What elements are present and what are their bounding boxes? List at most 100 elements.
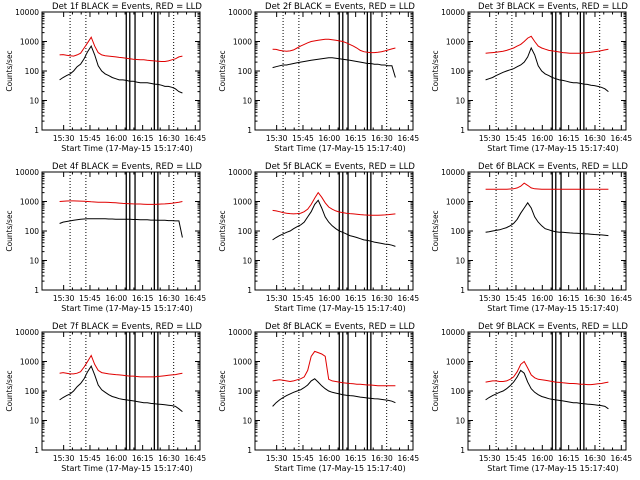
- x-axis-label: Start Time (17-May-15 15:17:40): [274, 304, 405, 313]
- x-tick-label: 16:15: [558, 134, 580, 143]
- y-tick-label: 1000: [446, 198, 465, 207]
- events-series-line: [272, 378, 396, 407]
- lld-series-line: [272, 350, 396, 387]
- lld-series-line: [272, 38, 396, 54]
- y-tick-label: 1: [247, 446, 252, 455]
- x-tick-label: 16:45: [398, 294, 420, 303]
- lld-series-line: [485, 182, 609, 190]
- y-tick-label: 10: [455, 257, 465, 266]
- y-tick-label: 1000: [20, 198, 39, 207]
- x-tick-label: 16:00: [319, 294, 341, 303]
- lld-series-line: [272, 191, 396, 216]
- events-series-line: [59, 365, 183, 412]
- y-axis-label: Counts/sec: [431, 210, 440, 251]
- x-tick-label: 15:45: [505, 294, 527, 303]
- x-tick-label: 15:30: [479, 454, 501, 463]
- y-axis-label: Counts/sec: [218, 210, 227, 251]
- lld-series-line: [59, 36, 183, 62]
- chart-panel-4: Det 4f BLACK = Events, RED = LLD 1 10 100 10…: [5, 162, 206, 313]
- y-tick-label: 10: [242, 257, 252, 266]
- y-tick-label: 1: [34, 126, 39, 135]
- x-tick-label: 16:15: [132, 294, 154, 303]
- x-tick-label: 16:30: [584, 294, 606, 303]
- y-tick-label: 10: [29, 417, 39, 426]
- chart-title: Det 2f BLACK = Events, RED = LLD: [265, 2, 415, 12]
- x-tick-label: 16:15: [345, 134, 367, 143]
- y-tick-label: 1000: [446, 38, 465, 47]
- y-tick-label: 1000: [446, 358, 465, 367]
- y-tick-label: 1: [460, 126, 465, 135]
- x-tick-label: 16:30: [371, 294, 393, 303]
- y-axis-label: Counts/sec: [218, 370, 227, 411]
- x-tick-label: 16:00: [532, 134, 554, 143]
- events-series-line: [485, 201, 609, 237]
- chart-panel-5: Det 5f BLACK = Events, RED = LLD 1 10 100 10…: [218, 162, 419, 313]
- x-tick-label: 16:45: [185, 134, 207, 143]
- x-tick-label: 16:30: [584, 134, 606, 143]
- x-tick-label: 16:45: [611, 294, 633, 303]
- x-axis-label: Start Time (17-May-15 15:17:40): [487, 464, 618, 473]
- x-tick-label: 16:30: [158, 454, 180, 463]
- chart-title: Det 6f BLACK = Events, RED = LLD: [478, 162, 628, 172]
- y-tick-label: 10000: [441, 8, 465, 17]
- y-axis-label: Counts/sec: [5, 50, 14, 91]
- x-tick-label: 16:30: [371, 134, 393, 143]
- chart-title: Det 7f BLACK = Events, RED = LLD: [52, 322, 202, 332]
- y-tick-label: 10: [29, 257, 39, 266]
- y-tick-label: 100: [25, 227, 40, 236]
- chart-title: Det 9f BLACK = Events, RED = LLD: [478, 322, 628, 332]
- y-tick-label: 10: [455, 417, 465, 426]
- x-tick-label: 15:45: [292, 294, 314, 303]
- x-tick-label: 15:45: [79, 454, 101, 463]
- x-tick-label: 16:15: [345, 454, 367, 463]
- x-tick-label: 16:15: [132, 134, 154, 143]
- x-tick-label: 16:45: [611, 454, 633, 463]
- x-axis-label: Start Time (17-May-15 15:17:40): [61, 304, 192, 313]
- y-axis-label: Counts/sec: [5, 210, 14, 251]
- x-tick-label: 15:45: [505, 134, 527, 143]
- x-axis-label: Start Time (17-May-15 15:17:40): [487, 144, 618, 153]
- y-tick-label: 100: [451, 387, 466, 396]
- plot-frame: [41, 171, 201, 291]
- x-tick-label: 15:30: [479, 134, 501, 143]
- x-tick-label: 16:45: [611, 134, 633, 143]
- y-tick-label: 10: [242, 417, 252, 426]
- events-series-line: [485, 369, 609, 410]
- y-axis-label: Counts/sec: [5, 370, 14, 411]
- chart-title: Det 8f BLACK = Events, RED = LLD: [265, 322, 415, 332]
- x-tick-label: 15:30: [266, 454, 288, 463]
- lld-series-line: [485, 360, 609, 386]
- y-tick-label: 100: [451, 67, 466, 76]
- y-tick-label: 10: [455, 97, 465, 106]
- chart-title: Det 3f BLACK = Events, RED = LLD: [478, 2, 628, 12]
- plot-frame: [254, 171, 414, 291]
- y-tick-label: 1000: [233, 38, 252, 47]
- x-axis-label: Start Time (17-May-15 15:17:40): [487, 304, 618, 313]
- x-tick-label: 16:30: [584, 454, 606, 463]
- x-tick-label: 16:00: [106, 454, 128, 463]
- chart-panel-7: Det 7f BLACK = Events, RED = LLD 1 10 100 10…: [5, 322, 206, 473]
- x-tick-label: 16:30: [158, 294, 180, 303]
- y-tick-label: 100: [238, 67, 253, 76]
- chart-panel-8: Det 8f BLACK = Events, RED = LLD 1 10 100 10…: [218, 322, 419, 473]
- x-tick-label: 16:15: [558, 294, 580, 303]
- y-tick-label: 1: [34, 286, 39, 295]
- y-tick-label: 100: [238, 227, 253, 236]
- y-tick-label: 1000: [20, 358, 39, 367]
- y-tick-label: 1000: [233, 358, 252, 367]
- y-tick-label: 1000: [233, 198, 252, 207]
- y-tick-label: 10000: [228, 8, 252, 17]
- x-tick-label: 16:15: [345, 294, 367, 303]
- x-axis-label: Start Time (17-May-15 15:17:40): [61, 464, 192, 473]
- y-axis-label: Counts/sec: [431, 50, 440, 91]
- y-tick-label: 10: [29, 97, 39, 106]
- x-tick-label: 16:45: [185, 294, 207, 303]
- x-tick-label: 16:00: [319, 134, 341, 143]
- chart-panel-6: Det 6f BLACK = Events, RED = LLD 1 10 100 10…: [431, 162, 632, 313]
- x-tick-label: 16:30: [371, 454, 393, 463]
- x-tick-label: 15:45: [292, 134, 314, 143]
- lld-series-line: [59, 200, 183, 205]
- y-tick-label: 10000: [441, 328, 465, 337]
- y-tick-label: 1: [460, 286, 465, 295]
- x-tick-label: 15:45: [292, 454, 314, 463]
